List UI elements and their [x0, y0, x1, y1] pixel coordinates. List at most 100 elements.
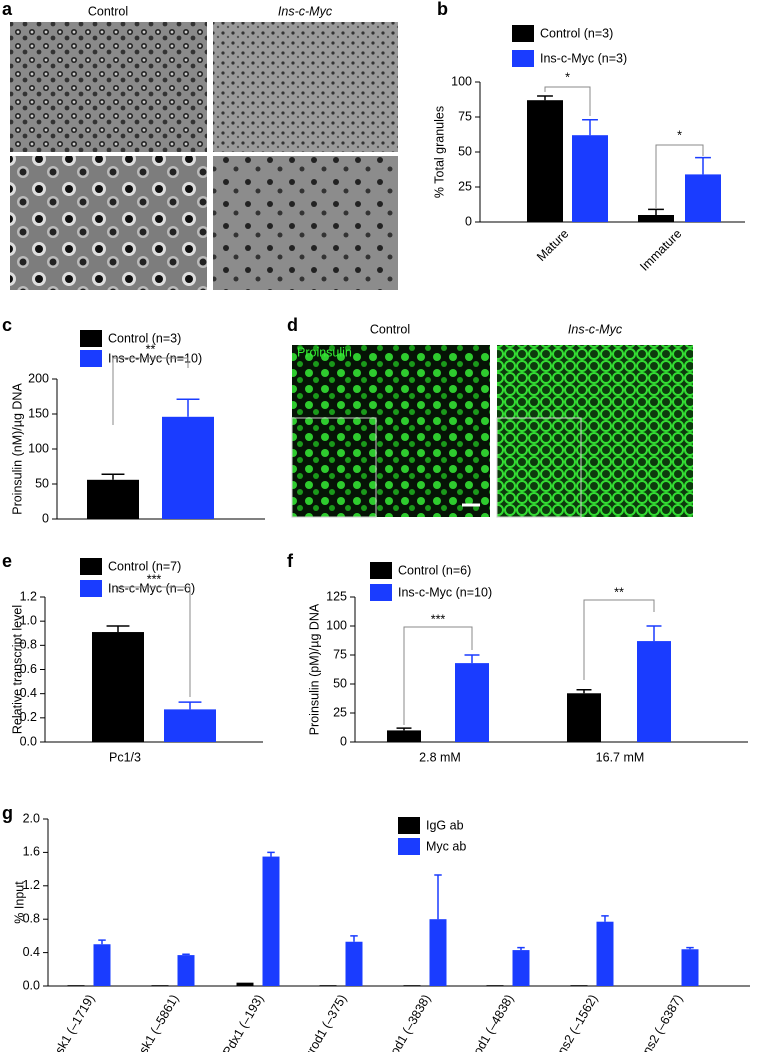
bar — [681, 949, 699, 986]
y-tick-label: 0.2 — [20, 710, 37, 724]
x-tick-label: Neurod1 (–3838) — [374, 992, 433, 1052]
legend-swatch — [370, 562, 392, 579]
significance-bracket — [655, 144, 704, 208]
y-tick-label: 100 — [28, 441, 49, 455]
y-tick-label: 0.6 — [20, 662, 37, 676]
error-bar — [464, 654, 480, 664]
y-tick-label: 0.8 — [23, 911, 40, 925]
y-tick-label: 0 — [42, 511, 49, 525]
error-bar — [695, 156, 711, 175]
legend-label: Myc ab — [426, 839, 466, 853]
legend-label: Control (n=6) — [398, 563, 471, 577]
x-tick-label: 16.7 mM — [596, 750, 645, 764]
x-tick-label: Pc1/3 — [109, 750, 141, 764]
bar — [67, 985, 85, 986]
bar — [162, 416, 214, 519]
x-tick-label: Immature — [637, 227, 684, 274]
x-tick-label: Neurod1 (–375) — [294, 992, 350, 1052]
significance-bracket — [544, 86, 591, 116]
panel-label: g — [2, 803, 13, 823]
significance-label: ** — [146, 342, 156, 356]
x-tick-label: Neurod1 (–4838) — [457, 992, 516, 1052]
x-tick-label: Pcsk1 (–5861) — [129, 992, 181, 1052]
significance-label: *** — [147, 572, 162, 586]
bar — [92, 632, 144, 742]
bar — [637, 641, 671, 742]
image-title: Ins-c-Myc — [568, 322, 623, 336]
bar — [262, 856, 280, 986]
error-bar — [98, 939, 106, 945]
legend-label: Ins-c-Myc (n=3) — [540, 51, 627, 65]
panel-d-images — [291, 345, 693, 518]
error-bar — [537, 95, 553, 101]
error-bar — [101, 473, 125, 480]
error-bar — [178, 701, 202, 710]
panel-label: c — [2, 315, 12, 335]
y-tick-label: 0.4 — [23, 945, 40, 959]
significance-label: *** — [431, 612, 446, 626]
legend-swatch — [80, 558, 102, 575]
micrograph — [213, 22, 398, 152]
bar — [486, 985, 504, 986]
legend-swatch — [370, 584, 392, 601]
significance-label: ** — [614, 585, 624, 599]
x-tick-label: 2.8 mM — [419, 750, 461, 764]
error-bar — [176, 398, 200, 417]
image-title: Control — [88, 4, 128, 18]
bar — [236, 982, 254, 986]
significance-bracket — [112, 357, 189, 425]
y-tick-label: 150 — [28, 406, 49, 420]
legend-label: IgG ab — [426, 818, 464, 832]
stain-label: Proinsulin — [297, 345, 352, 359]
bar — [455, 663, 489, 742]
y-tick-label: 1.0 — [20, 613, 37, 627]
y-axis-label: % Total granules — [432, 106, 446, 198]
y-tick-label: 50 — [333, 676, 347, 690]
legend-swatch — [80, 580, 102, 597]
y-tick-label: 0 — [340, 734, 347, 748]
error-bar — [576, 689, 592, 694]
bar — [403, 985, 421, 986]
panel-label: d — [287, 315, 298, 335]
error-bar — [648, 208, 664, 215]
error-bar — [182, 953, 190, 956]
y-axis-label: Proinsulin (nM)/µg DNA — [10, 383, 24, 515]
panel-label: b — [437, 0, 448, 19]
y-axis-label: Relative transcript level — [10, 605, 24, 734]
y-tick-label: 100 — [451, 74, 472, 88]
error-bar — [686, 946, 694, 950]
x-tick-label: Ins2 (–6387) — [638, 992, 685, 1052]
y-tick-label: 0.8 — [20, 638, 37, 652]
error-bar — [582, 119, 598, 136]
significance-bracket — [117, 586, 191, 697]
y-tick-label: 25 — [333, 705, 347, 719]
panel-label: e — [2, 551, 12, 571]
bar — [570, 985, 588, 986]
bar — [596, 921, 614, 986]
bar — [345, 941, 363, 986]
y-tick-label: 25 — [458, 179, 472, 193]
y-tick-label: 0.0 — [20, 734, 37, 748]
x-tick-label: Mature — [534, 227, 571, 264]
y-tick-label: 1.2 — [23, 878, 40, 892]
y-tick-label: 1.6 — [23, 845, 40, 859]
bar — [177, 955, 195, 986]
micrograph — [10, 22, 207, 152]
error-bar — [434, 874, 442, 920]
x-tick-label: Ins2 (–1562) — [553, 992, 600, 1052]
error-bar — [396, 727, 412, 731]
bar — [151, 985, 169, 986]
micrograph — [10, 156, 207, 290]
significance-label: * — [677, 128, 682, 142]
bar — [87, 479, 139, 519]
legend-swatch — [512, 25, 534, 42]
bar — [429, 919, 447, 986]
error-bar — [601, 915, 609, 922]
bar — [567, 693, 601, 742]
legend-label: Ins-c-Myc (n=10) — [398, 585, 492, 599]
y-tick-label: 1.2 — [20, 589, 37, 603]
image-title: Ins-c-Myc — [278, 4, 333, 18]
legend-label: Control (n=7) — [108, 559, 181, 573]
y-tick-label: 125 — [326, 589, 347, 603]
